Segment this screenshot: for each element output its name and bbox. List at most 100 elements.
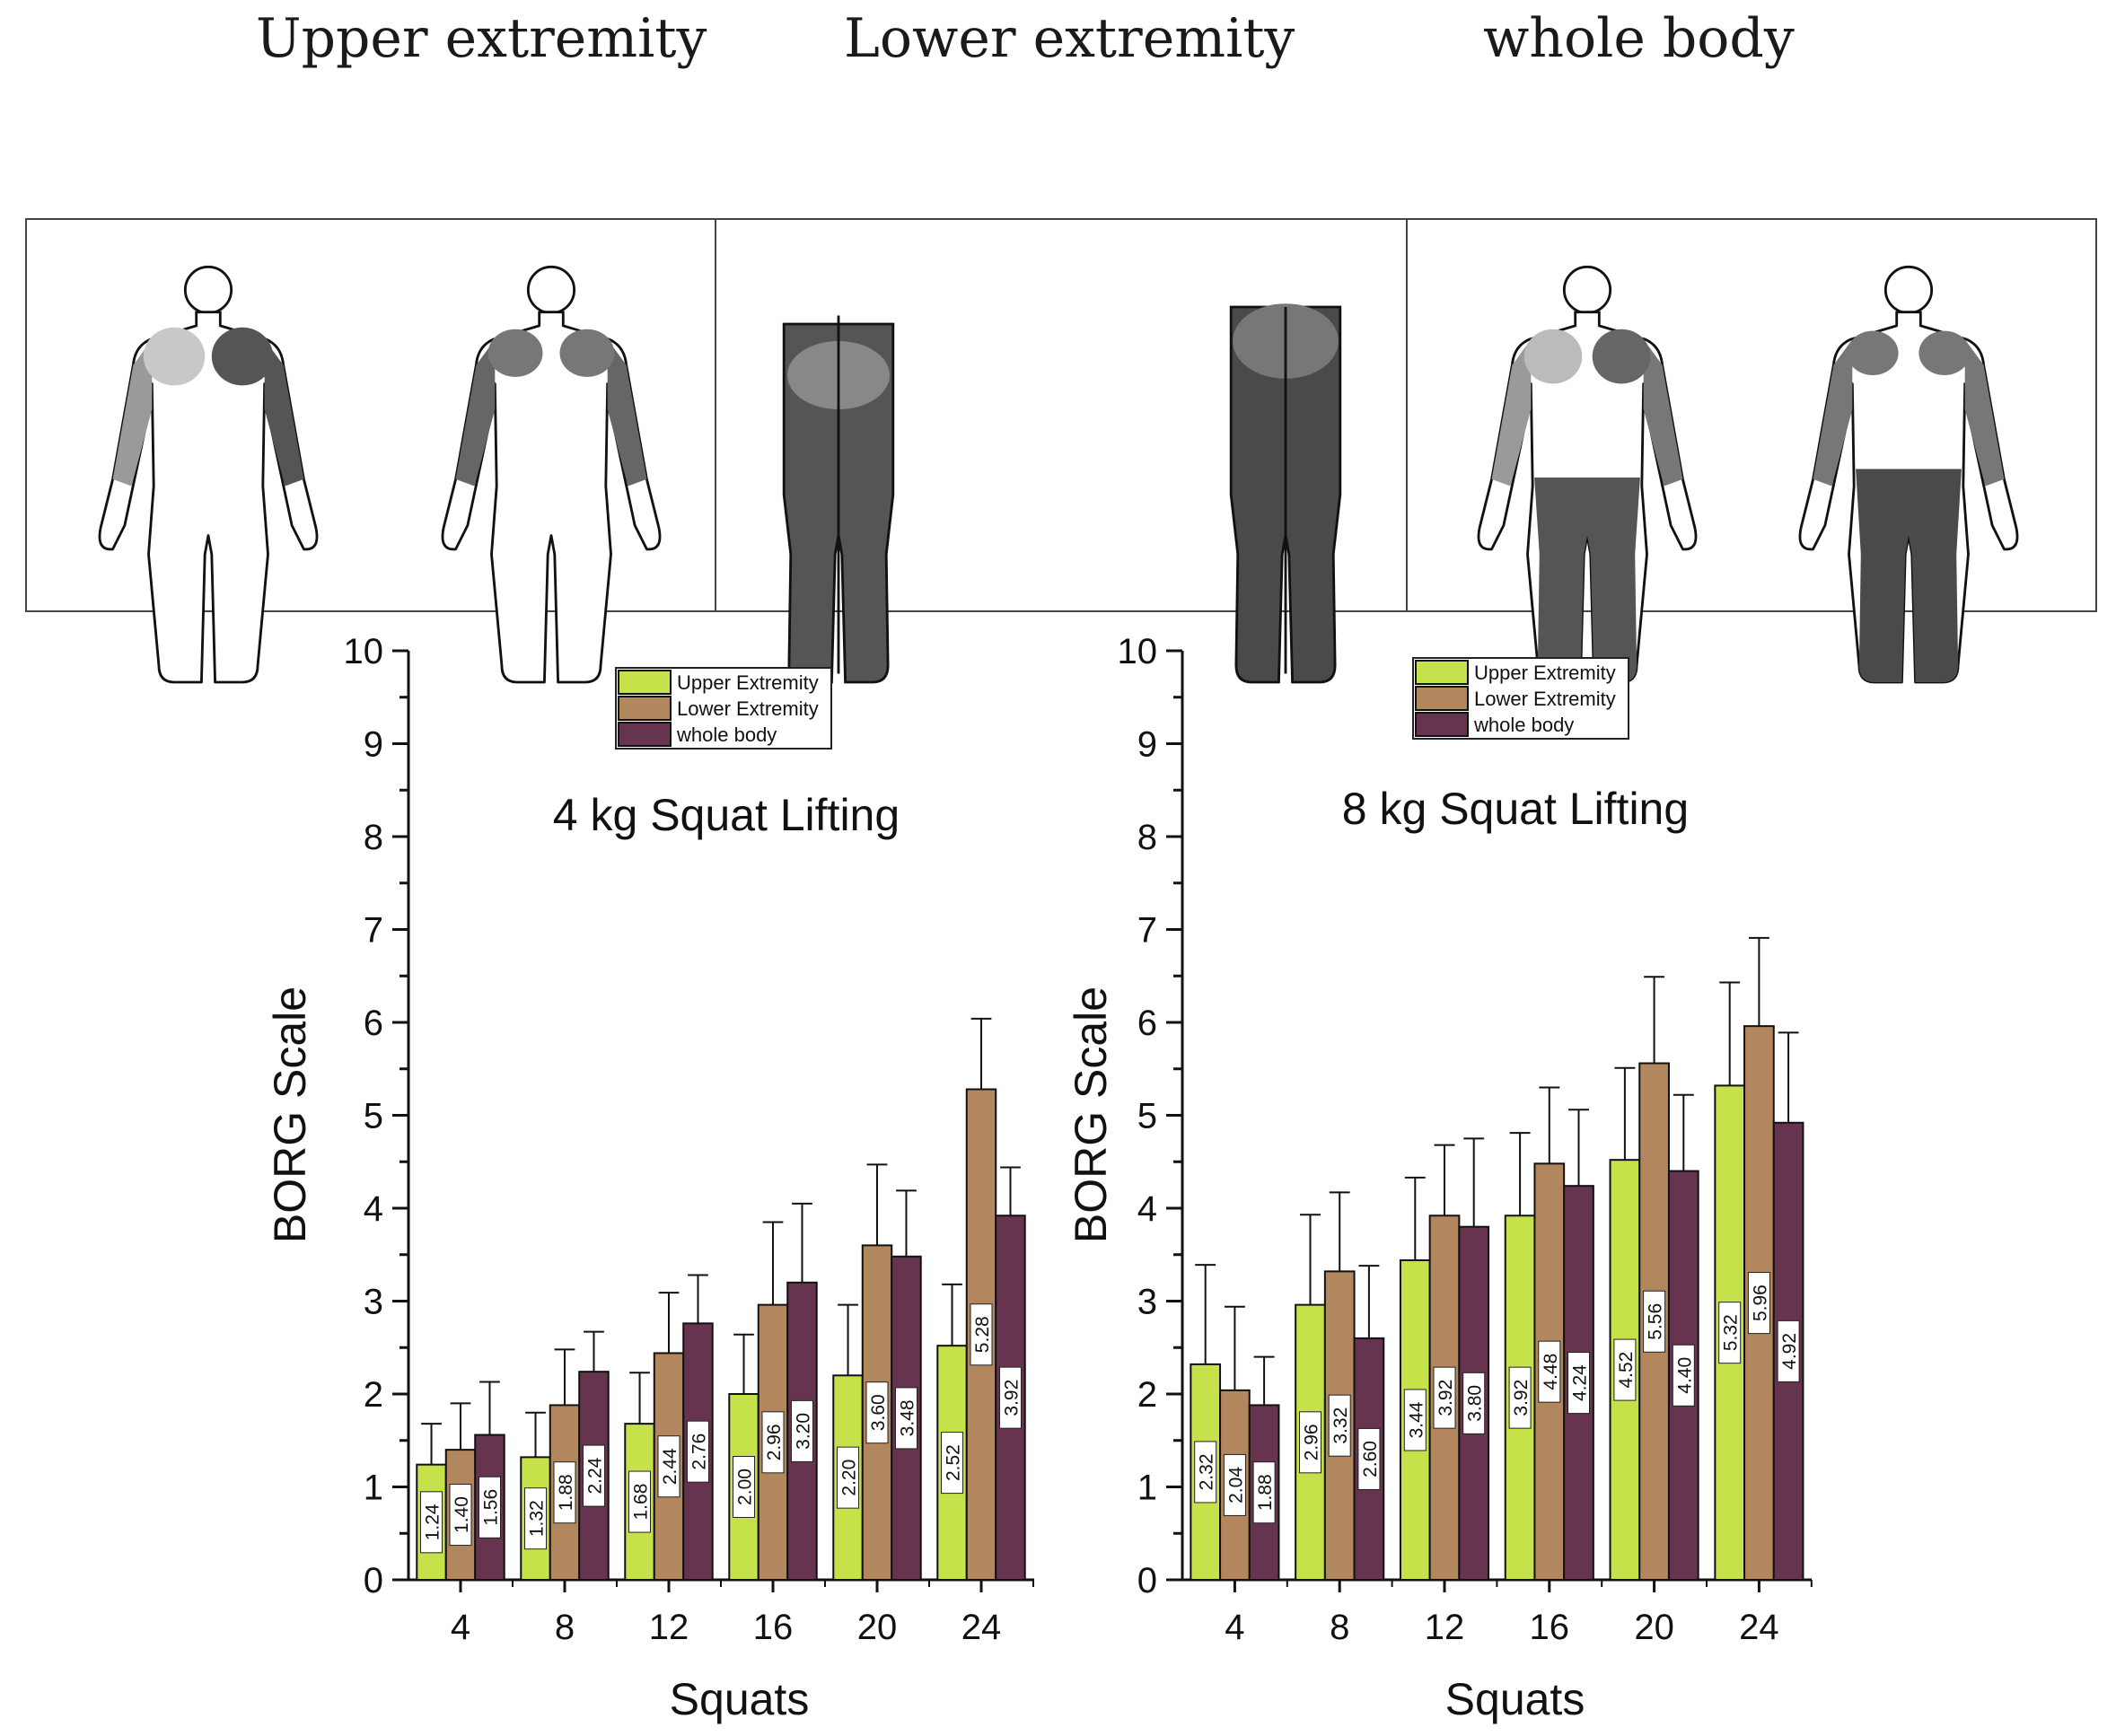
data-label-box [657,1435,680,1498]
data-label-box [1298,1411,1321,1474]
data-label-box [582,1444,605,1507]
legend-swatch [1415,660,1469,685]
data-label-box [420,1491,443,1554]
x-tick-label: 12 [1425,1608,1465,1647]
x-tick-label: 12 [649,1608,689,1647]
legend: Upper Extremity Lower Extremity whole body [1412,657,1629,740]
data-label: 3.92 [1433,1366,1456,1429]
x-tick-label: 20 [1634,1608,1674,1647]
y-tick-label: 0 [1137,1561,1157,1600]
data-label-box [1672,1344,1695,1407]
y-tick-label: 6 [1137,1004,1157,1043]
data-label-text: 1.32 [527,1500,548,1537]
data-label: 5.96 [1747,1272,1770,1335]
data-label-text: 1.24 [423,1504,443,1540]
data-label-box [1433,1366,1456,1429]
data-label-box [553,1461,576,1524]
data-label-text: 4.40 [1674,1357,1695,1394]
data-label-box [524,1487,548,1550]
data-label: 3.80 [1462,1372,1486,1434]
data-label-box [478,1476,501,1539]
data-label-box [1538,1340,1561,1403]
data-label-box [865,1381,889,1444]
y-tick-label: 5 [1137,1097,1157,1136]
data-label: 2.44 [657,1435,680,1498]
legend-label: Lower Extremity [677,697,819,720]
chart-title: 8 kg Squat Lifting [1342,784,1689,834]
data-label: 2.60 [1357,1427,1381,1490]
body-figure-upper-back [98,265,319,684]
data-label-text: 3.92 [1436,1380,1456,1416]
legend-swatch [1415,712,1469,737]
panel-divider [715,220,716,610]
data-label-box [1613,1338,1637,1401]
legend-swatch [618,722,672,747]
data-label-text: 3.60 [868,1394,889,1431]
data-label-text: 2.32 [1197,1454,1217,1491]
data-label: 1.24 [420,1491,443,1554]
y-tick-label: 4 [1137,1189,1157,1229]
legend-label: Upper Extremity [677,671,819,694]
x-axis-title: Squats [1445,1674,1585,1724]
legend-label: whole body [1473,714,1574,736]
data-label: 3.92 [1508,1366,1532,1429]
data-label-box [1403,1389,1427,1451]
data-label-box [1747,1272,1770,1335]
data-label-text: 1.88 [556,1474,576,1511]
data-label: 3.92 [998,1366,1022,1429]
data-label-text: 2.00 [735,1469,756,1505]
data-label: 3.48 [894,1387,918,1450]
data-label: 2.32 [1194,1441,1217,1504]
data-label-text: 1.40 [452,1496,472,1533]
data-label: 2.76 [686,1420,709,1483]
data-label: 3.32 [1328,1394,1351,1457]
data-label-text: 2.24 [584,1457,605,1494]
y-tick-label: 1 [1137,1469,1157,1508]
y-tick-label: 8 [364,818,383,857]
header-whole-body: whole body [1483,7,1795,70]
data-label-text: 2.20 [839,1460,860,1496]
body-figure-lower-back [782,315,895,684]
x-tick-label: 8 [1330,1608,1349,1647]
panel-divider [1406,220,1408,610]
data-label-text: 2.04 [1225,1467,1246,1504]
data-label: 1.40 [449,1484,472,1547]
data-label: 3.44 [1403,1389,1427,1451]
legend-label: Lower Extremity [1474,688,1616,710]
data-label-text: 5.32 [1721,1314,1742,1351]
data-label: 4.92 [1777,1320,1800,1382]
data-label-text: 1.88 [1255,1474,1276,1511]
y-axis-title: BORG Scale [1066,986,1116,1243]
x-axis-title: Squats [670,1674,810,1724]
data-label-box [1252,1461,1276,1524]
data-label-box [894,1387,918,1450]
data-label-box [1718,1302,1742,1364]
data-label-box [1508,1366,1532,1429]
data-label-box [1462,1372,1486,1434]
data-label-text: 1.56 [480,1489,501,1526]
data-label-text: 3.44 [1406,1401,1427,1438]
data-label: 2.96 [761,1411,785,1474]
data-label: 4.24 [1567,1352,1591,1415]
data-label-box [628,1470,652,1533]
y-tick-label: 4 [364,1189,383,1229]
data-label: 4.52 [1613,1338,1637,1401]
data-label-box [790,1399,813,1462]
body-figures [98,265,2019,684]
x-tick-label: 8 [555,1608,575,1647]
data-label-text: 4.24 [1570,1364,1591,1401]
y-tick-label: 9 [364,725,383,765]
y-tick-label: 3 [364,1283,383,1322]
data-label: 2.04 [1223,1453,1246,1516]
data-label-text: 5.96 [1750,1284,1770,1321]
y-tick-label: 10 [344,632,384,671]
data-label-box [1194,1441,1217,1504]
data-label: 1.32 [524,1487,548,1550]
data-label-text: 4.92 [1779,1333,1800,1370]
legend: Upper Extremity Lower Extremity whole body [615,667,832,750]
data-label-box [1357,1427,1381,1490]
y-tick-label: 5 [364,1097,383,1136]
data-label: 2.96 [1298,1411,1321,1474]
y-tick-label: 2 [364,1375,383,1415]
